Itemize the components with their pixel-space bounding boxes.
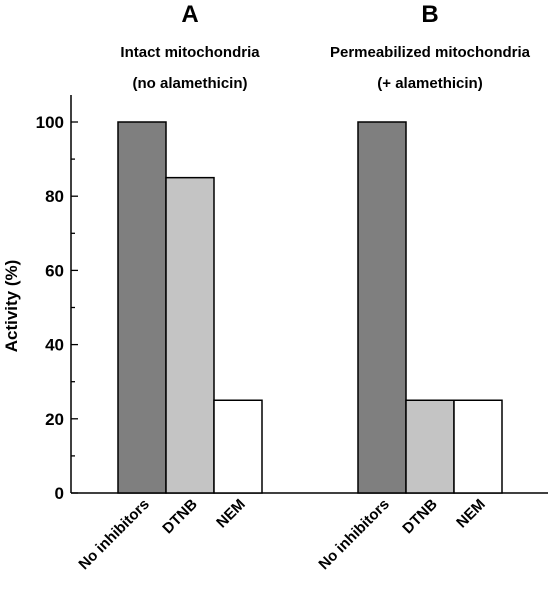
y-tick-label: 60 [45, 261, 64, 280]
panel-b-title-line1: Permeabilized mitochondria [330, 44, 531, 61]
bar-panel-a-0 [117, 121, 167, 494]
category-label: No inhibitors [75, 496, 152, 573]
category-label: NEM [213, 496, 249, 532]
panel-a-letter: A [181, 1, 198, 28]
category-label: DTNB [399, 496, 441, 538]
bar-panel-b-1 [405, 399, 455, 494]
y-tick-label: 40 [45, 336, 64, 355]
panel-a-title-line2: (no alamethicin) [132, 75, 247, 92]
bar-panel-b-2 [453, 399, 503, 494]
y-tick-label: 100 [36, 113, 64, 132]
bar-panel-a-2 [213, 399, 263, 494]
category-labels: No inhibitors DTNB NEM No inhibitors DTNB NEM [75, 496, 488, 574]
y-axis-title: Activity (%) [2, 260, 21, 353]
panel-b-letter: B [421, 1, 438, 28]
y-tick-label: 20 [45, 410, 64, 429]
y-tick-label: 80 [45, 187, 64, 206]
y-ticks: 0 20 40 60 80 100 [36, 113, 78, 503]
bar-panel-b-0 [357, 121, 407, 494]
y-tick-label: 0 [55, 484, 64, 503]
category-label: NEM [453, 496, 489, 532]
bar-panel-a-1 [165, 176, 215, 494]
category-label: No inhibitors [315, 496, 392, 573]
category-label: DTNB [159, 496, 201, 538]
panel-b-title-line2: (+ alamethicin) [377, 75, 482, 92]
bars [117, 121, 503, 494]
panel-a-title-line1: Intact mitochondria [120, 44, 260, 61]
